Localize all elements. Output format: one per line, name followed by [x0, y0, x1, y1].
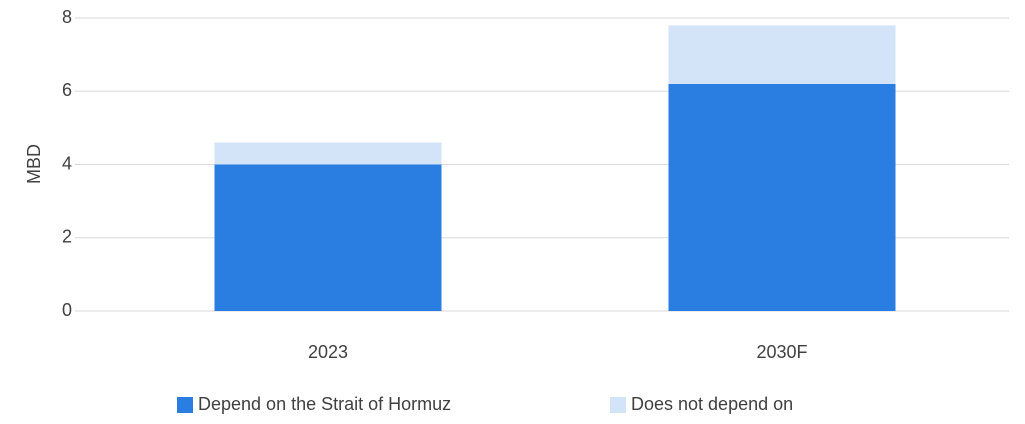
legend-label: Depend on the Strait of Hormuz [198, 394, 451, 414]
bar-segment [214, 164, 442, 311]
bar-segment [668, 83, 896, 311]
y-tick-label: 6 [62, 80, 72, 100]
legend-swatch [610, 397, 626, 413]
legend-label: Does not depend on [631, 394, 793, 414]
bar-segment [214, 142, 442, 165]
y-tick-label: 0 [62, 300, 72, 320]
y-tick-label: 2 [62, 227, 72, 247]
y-tick-label: 8 [62, 7, 72, 27]
legend-swatch [177, 397, 193, 413]
y-axis-label: MBD [24, 144, 44, 184]
x-tick-label: 2030F [756, 342, 807, 362]
y-tick-label: 4 [62, 153, 72, 173]
bar-segment [668, 25, 896, 84]
x-tick-label: 2023 [308, 342, 348, 362]
